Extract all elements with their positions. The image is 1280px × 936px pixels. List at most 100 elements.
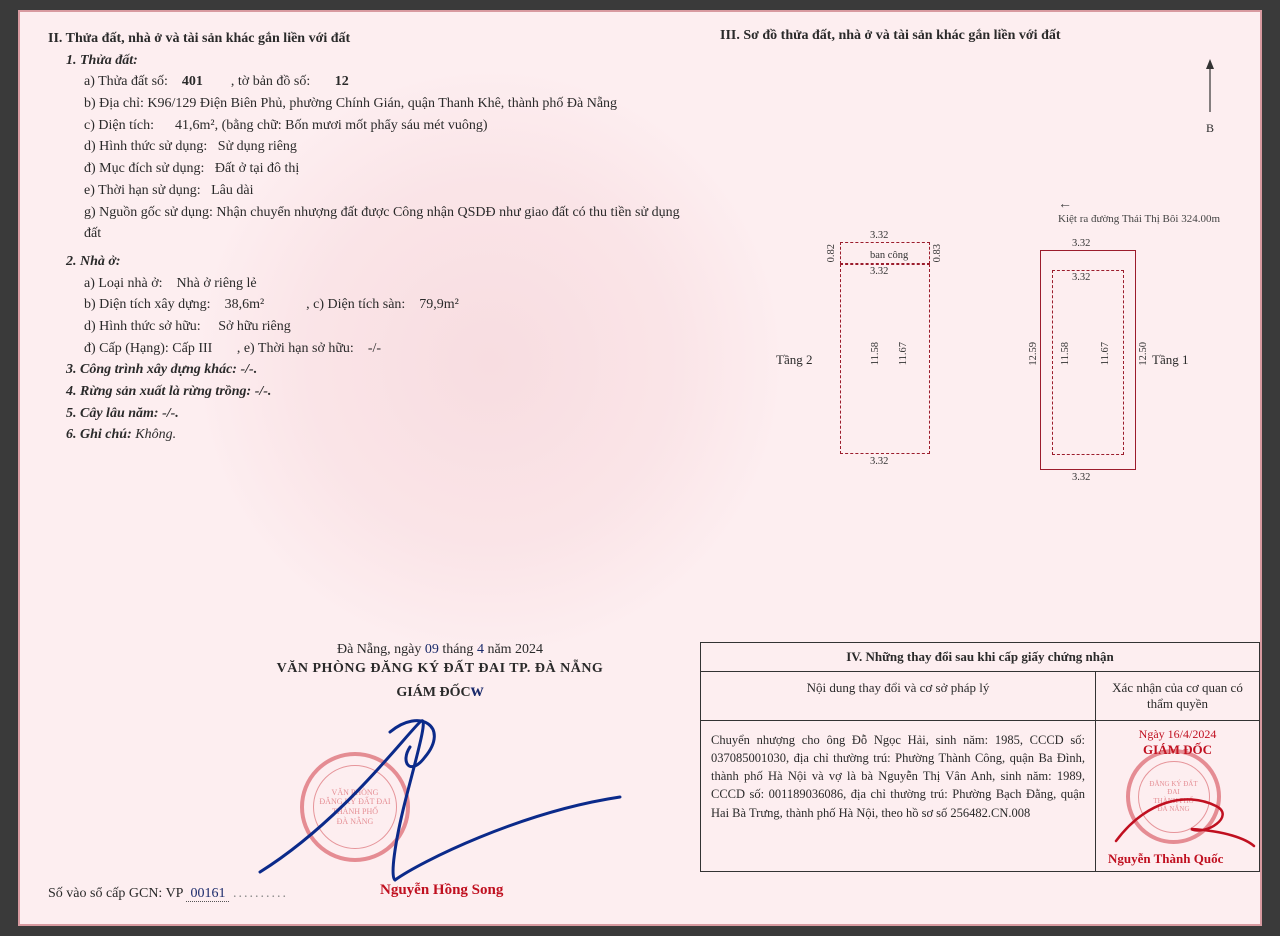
s1-a-label: a) Thửa đất số: [84, 74, 168, 89]
s2-dd2-label: , e) Thời hạn sở hữu: [237, 341, 354, 356]
dim-t2-right-bc: 0.83 [932, 244, 943, 262]
floor2-rect [840, 264, 930, 454]
s1-dd: đ) Mục đích sử dụng: Đất ở tại đô thị [84, 158, 688, 180]
arrow-left-icon: ← [1058, 197, 1072, 212]
s2-d-value: Sở hữu riêng [218, 319, 291, 334]
dim-t2-left-bc: 0.82 [826, 244, 837, 262]
s2-b2-value: 79,9m² [419, 297, 459, 312]
s1-g: g) Nguồn gốc sử dụng: Nhận chuyển nhượng… [84, 202, 688, 245]
stamp-l4: ĐÀ NẴNG [337, 817, 374, 827]
col-b-body: Ngày 16/4/2024 GIÁM ĐỐC ĐĂNG KÝ ĐẤT ĐAI … [1096, 721, 1259, 871]
registry-number: Số vào sổ cấp GCN: VP 00161 .......... [48, 886, 288, 902]
dim-t1-top: 3.32 [1072, 238, 1090, 249]
s1-dd-value: Đất ở tại đô thị [215, 161, 299, 176]
dim-t2-h2: 11.67 [898, 342, 909, 365]
sig-mid: tháng [439, 642, 477, 657]
section-iv-table: IV. Những thay đổi sau khi cấp giấy chứn… [700, 642, 1260, 872]
signature-right-scribble-icon [1106, 781, 1256, 861]
s1-c-value: 41,6m², (bằng chữ: Bốn mươi mốt phẩy sáu… [175, 118, 488, 133]
compass-label: B [1200, 121, 1220, 136]
signature-scribble-icon [220, 702, 640, 902]
s2-dd2-value: -/- [368, 341, 381, 356]
dim-t1-top2: 3.32 [1072, 272, 1090, 283]
s1-dd-label: đ) Mục đích sử dụng: [84, 161, 204, 176]
sig-day: 09 [425, 642, 439, 657]
s1-a-map-no: 12 [335, 74, 349, 89]
sig-role: GIÁM ĐỐCw [220, 680, 660, 701]
s1-d-label: d) Hình thức sử dụng: [84, 139, 207, 154]
s1-b: b) Địa chỉ: K96/129 Điện Biên Phủ, phườn… [84, 93, 688, 115]
sig-date-line: Đà Nẵng, ngày 09 tháng 4 năm 2024 [220, 642, 660, 658]
dim-t1-h1: 12.59 [1028, 342, 1039, 366]
s2-dd-value: Cấp III [172, 341, 212, 356]
s2-b-value: 38,6m² [225, 297, 265, 312]
alley-text: Kiệt ra đường Thái Thị Bôi 324.00m [1058, 213, 1220, 225]
sig-office: VĂN PHÒNG ĐĂNG KÝ ĐẤT ĐAI TP. ĐÀ NẴNG [220, 661, 660, 677]
sig-date-pre: Đà Nẵng, ngày [337, 642, 425, 657]
parcel-diagram: 3.32 ban công 3.32 3.32 0.82 0.83 11.58 … [780, 232, 1260, 512]
dim-t1-h4: 12.50 [1138, 342, 1149, 366]
s2-dd-label: đ) Cấp (Hạng): [84, 341, 169, 356]
s1-a: a) Thửa đất số: 401 , tờ bản đồ số: 12 [84, 71, 688, 93]
s2-heading: 2. Nhà ở: [66, 251, 688, 273]
col-a-header: Nội dung thay đổi và cơ sở pháp lý [701, 672, 1096, 720]
s3: 3. Công trình xây dựng khác: -/-. [66, 359, 688, 381]
certificate-page: II. Thửa đất, nhà ở và tài sản khác gắn … [18, 10, 1262, 926]
s1-c: c) Diện tích: 41,6m², (bằng chữ: Bốn mươ… [84, 115, 688, 137]
s2-b: b) Diện tích xây dựng: 38,6m² , c) Diện … [84, 294, 688, 316]
floor1-label: Tầng 1 [1152, 352, 1188, 368]
registry-value: 00161 [186, 886, 229, 902]
dim-t2-h1: 11.58 [870, 342, 881, 365]
s2-a: a) Loại nhà ở: Nhà ở riêng lẻ [84, 273, 688, 295]
stamp-l1: VĂN PHÒNG [332, 788, 379, 798]
s2-a-value: Nhà ở riêng lẻ [177, 276, 257, 291]
sig-role-text: GIÁM ĐỐC [396, 685, 470, 700]
s2-dd: đ) Cấp (Hạng): Cấp III , e) Thời hạn sở … [84, 338, 688, 360]
stamp-l2: ĐĂNG KÝ ĐẤT ĐAI [319, 797, 390, 807]
section-iv-header-row: Nội dung thay đổi và cơ sở pháp lý Xác n… [701, 672, 1259, 721]
s1-b-value: K96/129 Điện Biên Phủ, phường Chính Gián… [147, 96, 617, 111]
section-iii: III. Sơ đồ thửa đất, nhà ở và tài sản kh… [700, 28, 1260, 44]
s1-b-label: b) Địa chỉ: [84, 96, 144, 111]
s6-label: 6. Ghi chú: [66, 427, 132, 442]
s1-e: e) Thời hạn sử dụng: Lâu dài [84, 180, 688, 202]
s2-d-label: d) Hình thức sở hữu: [84, 319, 201, 334]
dim-t2-top2: 3.32 [870, 266, 888, 277]
alley-note: ← Kiệt ra đường Thái Thị Bôi 324.00m [1058, 197, 1220, 225]
col-a-body: Chuyển nhượng cho ông Đỗ Ngọc Hải, sinh … [701, 721, 1096, 871]
s1-c-label: c) Diện tích: [84, 118, 154, 133]
s1-a-map-label: , tờ bản đồ số: [231, 74, 310, 89]
section-ii: II. Thửa đất, nhà ở và tài sản khác gắn … [48, 28, 688, 446]
s6: 6. Ghi chú: Không. [66, 424, 688, 446]
s1-d-value: Sử dụng riêng [218, 139, 297, 154]
dim-t1-h2: 11.58 [1060, 342, 1071, 365]
dim-t2-bot: 3.32 [870, 456, 888, 467]
s6-value: Không. [135, 427, 176, 442]
section-iv-body-row: Chuyển nhượng cho ông Đỗ Ngọc Hải, sinh … [701, 721, 1259, 871]
s2-b2-label: , c) Diện tích sàn: [306, 297, 405, 312]
s5: 5. Cây lâu năm: -/-. [66, 403, 688, 425]
s1-e-value: Lâu dài [211, 183, 253, 198]
dim-t1-h3: 11.67 [1100, 342, 1111, 365]
s2-b-label: b) Diện tích xây dựng: [84, 297, 211, 312]
stamp-l3: THÀNH PHỐ [332, 807, 378, 817]
section-ii-heading: II. Thửa đất, nhà ở và tài sản khác gắn … [48, 28, 688, 50]
dim-t1-bot: 3.32 [1072, 472, 1090, 483]
dim-t2-balcony: ban công [870, 250, 908, 261]
section-iii-heading: III. Sơ đồ thửa đất, nhà ở và tài sản kh… [720, 28, 1260, 44]
s1-a-no: 401 [182, 74, 203, 89]
s4: 4. Rừng sản xuất là rừng trồng: -/-. [66, 381, 688, 403]
floor2-label: Tầng 2 [776, 352, 812, 368]
registry-label: Số vào sổ cấp GCN: VP [48, 886, 183, 901]
signer-name-right: Nguyễn Thành Quốc [1108, 851, 1223, 867]
s1-g-label: g) Nguồn gốc sử dụng: [84, 205, 213, 220]
sig-right-date: Ngày 16/4/2024 [1096, 727, 1259, 742]
s2-d: d) Hình thức sở hữu: Sở hữu riêng [84, 316, 688, 338]
section-iv-title: IV. Những thay đổi sau khi cấp giấy chứn… [701, 643, 1259, 672]
stamp-inner: VĂN PHÒNG ĐĂNG KÝ ĐẤT ĐAI THÀNH PHỐ ĐÀ N… [313, 765, 397, 849]
s1-e-label: e) Thời hạn sử dụng: [84, 183, 201, 198]
s1-d: d) Hình thức sử dụng: Sử dụng riêng [84, 136, 688, 158]
col-b-header: Xác nhận của cơ quan có thẩm quyền [1096, 672, 1259, 720]
sig-post: năm 2024 [484, 642, 543, 657]
s1-heading: 1. Thửa đất: [66, 50, 688, 72]
